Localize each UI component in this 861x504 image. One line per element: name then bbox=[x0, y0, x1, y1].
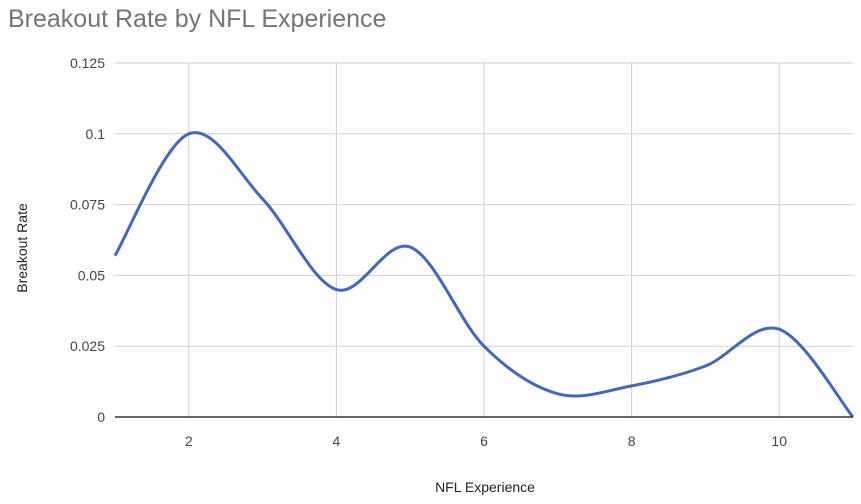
x-tick-label: 2 bbox=[185, 433, 193, 449]
x-tick-label: 4 bbox=[333, 433, 341, 449]
y-tick-label: 0 bbox=[97, 409, 105, 425]
y-tick-label: 0.025 bbox=[70, 338, 105, 354]
chart-title: Breakout Rate by NFL Experience bbox=[8, 5, 386, 33]
y-axis-title: Breakout Rate bbox=[14, 203, 30, 293]
x-tick-label: 6 bbox=[480, 433, 488, 449]
x-tick-label: 10 bbox=[771, 433, 787, 449]
y-tick-label: 0.125 bbox=[70, 55, 105, 71]
x-axis-title: NFL Experience bbox=[435, 479, 535, 495]
y-tick-label: 0.1 bbox=[86, 126, 106, 142]
y-tick-label: 0.075 bbox=[70, 197, 105, 213]
x-tick-label: 8 bbox=[628, 433, 636, 449]
series-line-breakout-rate bbox=[113, 131, 855, 418]
y-tick-label: 0.05 bbox=[78, 267, 105, 283]
